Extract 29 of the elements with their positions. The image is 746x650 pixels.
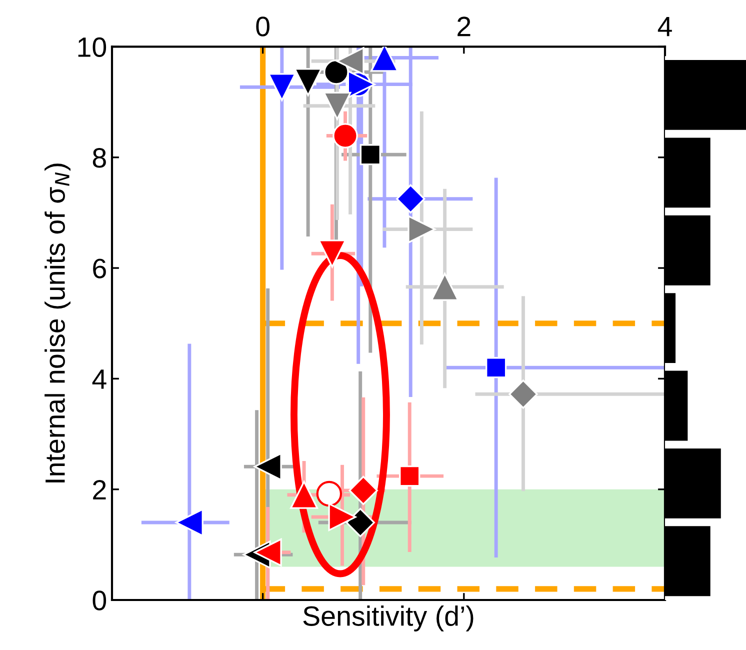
x-tick-label: 2	[458, 16, 470, 36]
y-tick-label: 6	[93, 258, 106, 278]
point	[328, 502, 356, 532]
point	[332, 123, 358, 148]
point	[396, 184, 426, 214]
x-axis-title: Sensitivity (d’)	[303, 606, 474, 632]
point	[323, 92, 352, 120]
point	[360, 144, 381, 166]
x-tick-label: 0	[256, 16, 270, 36]
point	[486, 357, 507, 378]
point	[348, 476, 378, 506]
point	[290, 480, 318, 509]
y-tick-label: 2	[93, 480, 106, 500]
y-tick-label: 8	[92, 148, 106, 168]
point	[336, 47, 364, 76]
y-tick-label: 0	[92, 590, 106, 610]
point	[347, 70, 376, 98]
y-axis-title: Internal noise (units of σ$_{N}$)	[44, 164, 70, 482]
point	[294, 68, 322, 96]
point	[399, 466, 420, 487]
y-tick-label: 4	[92, 370, 106, 389]
y-tick-label: 10	[78, 37, 106, 58]
point	[508, 380, 538, 409]
point	[316, 480, 342, 507]
point	[254, 538, 282, 566]
x-tick-label: 4	[658, 16, 672, 36]
point	[408, 215, 436, 244]
point	[324, 60, 349, 85]
point	[346, 508, 375, 538]
